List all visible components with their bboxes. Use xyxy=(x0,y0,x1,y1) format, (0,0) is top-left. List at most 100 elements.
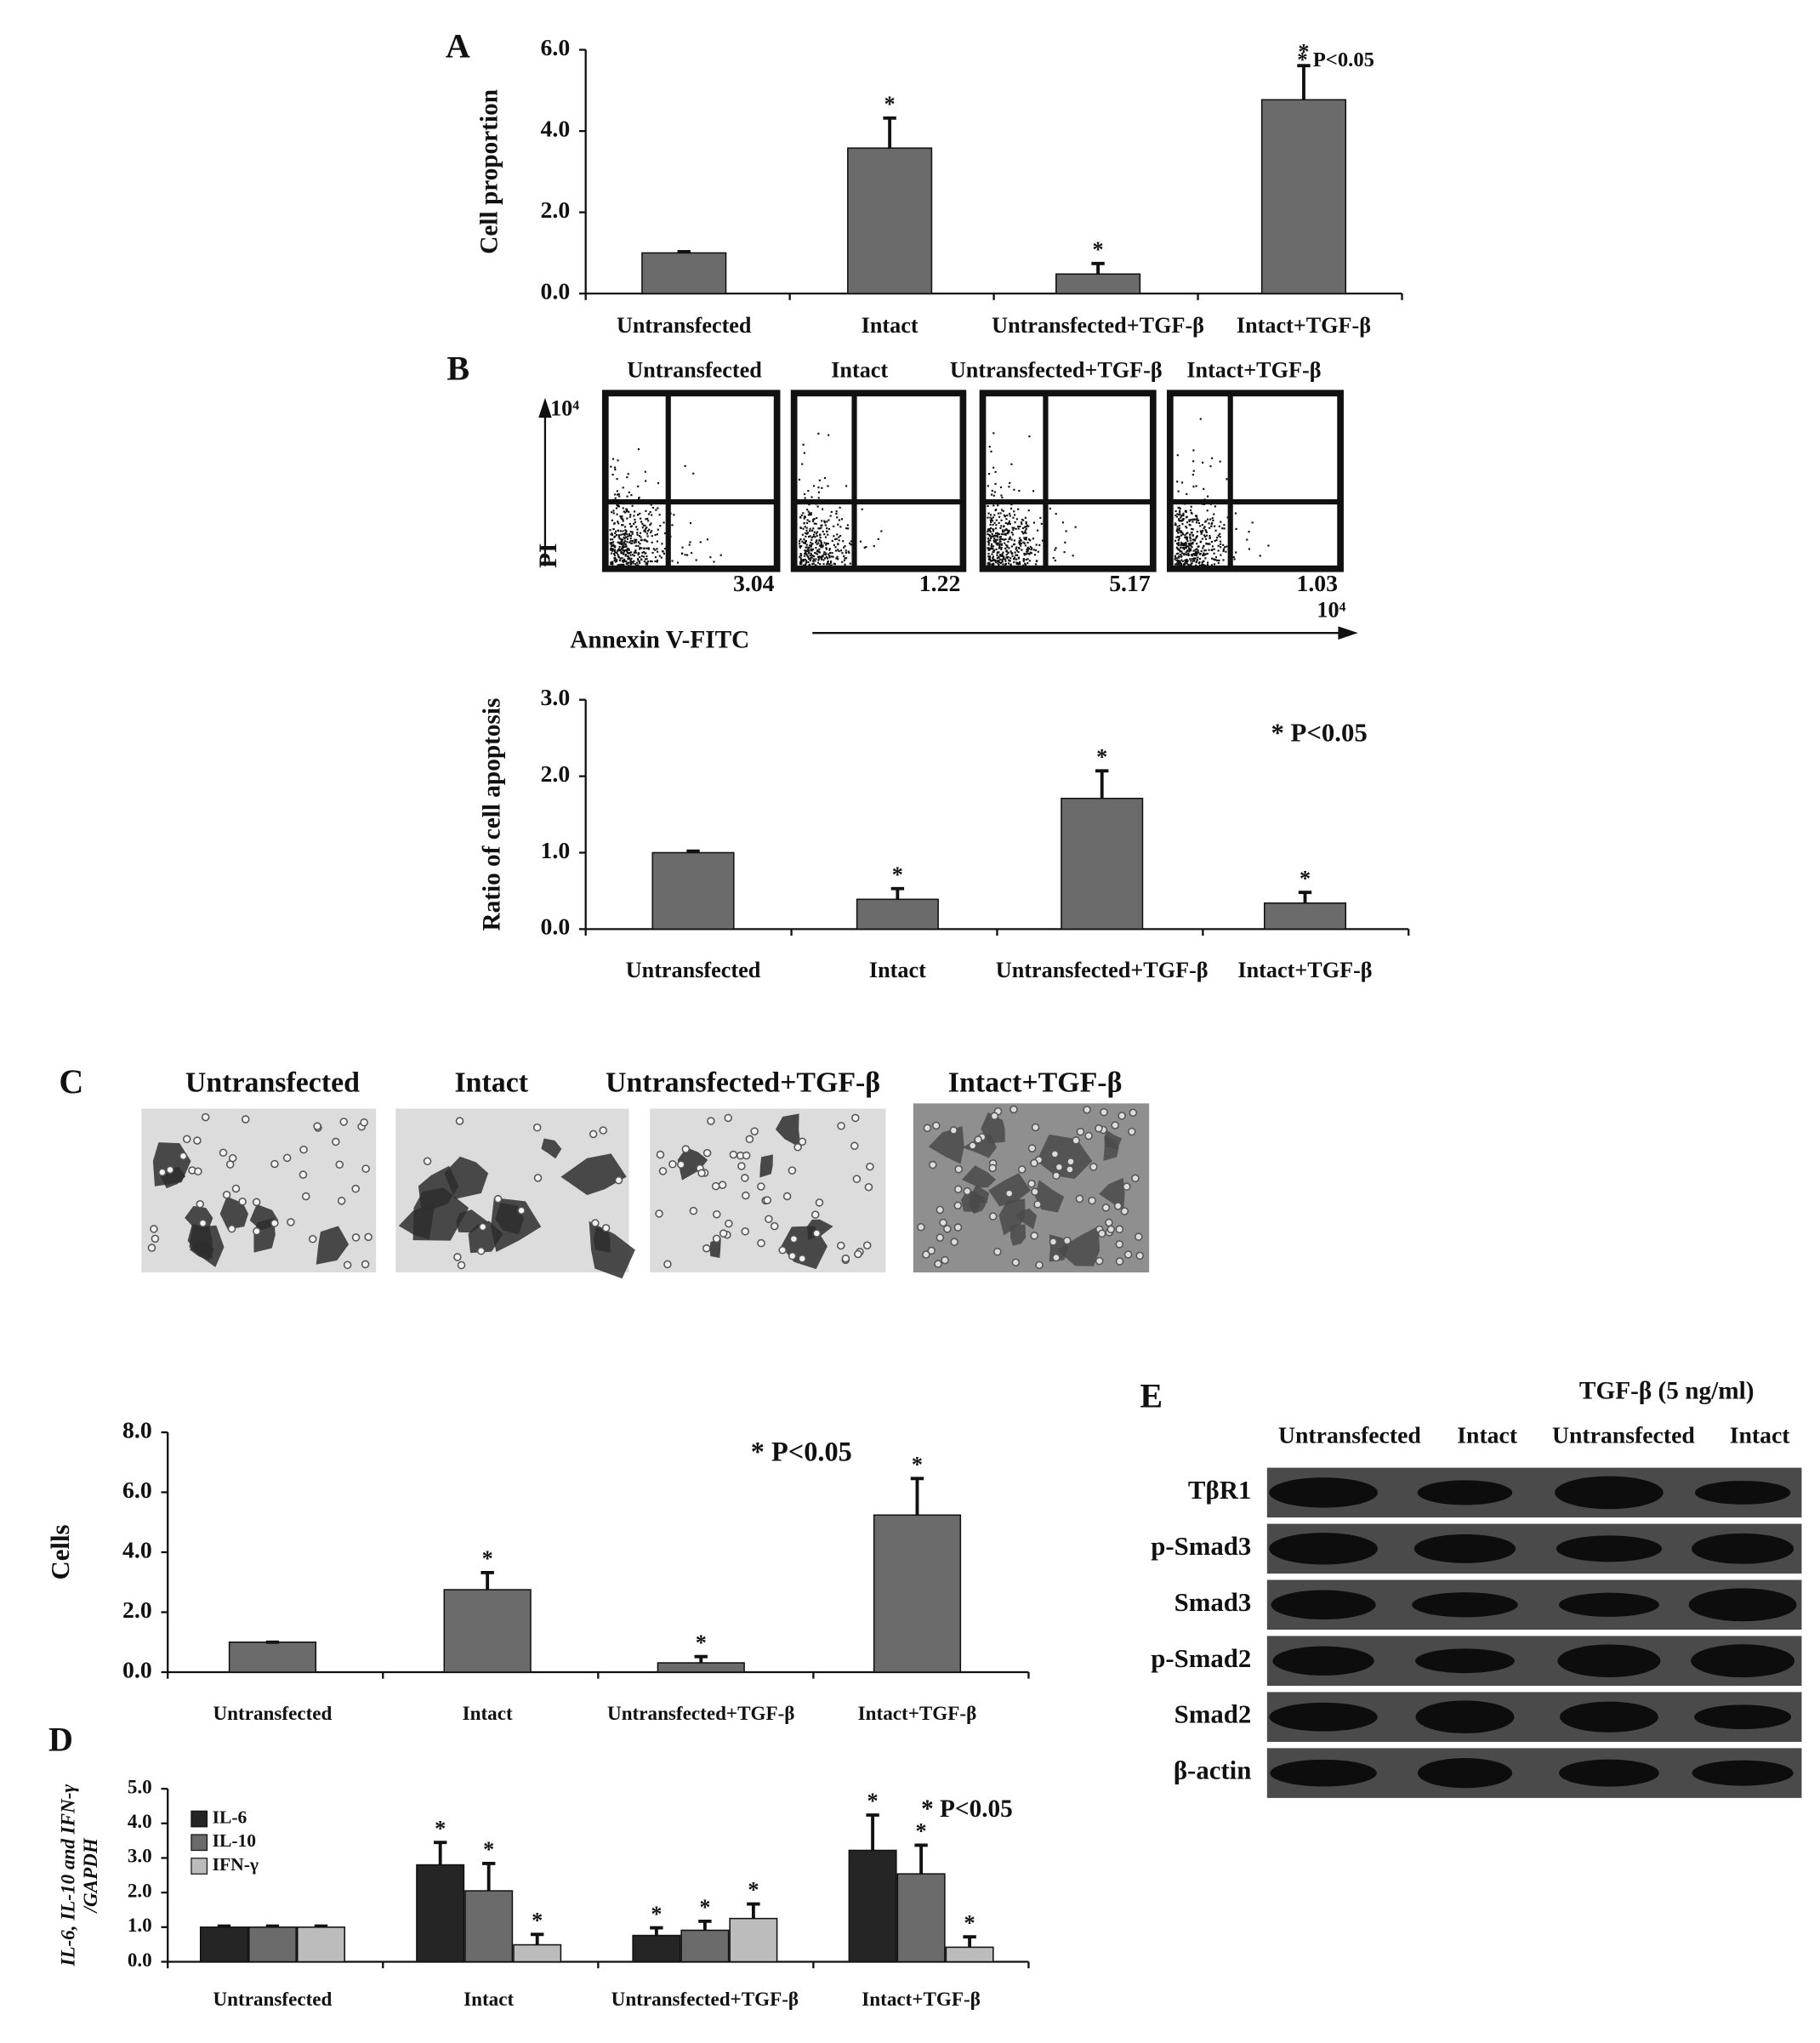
blot-strip xyxy=(1266,1523,1802,1574)
y-tick-label: 6.0 xyxy=(122,1477,152,1503)
event-dot xyxy=(1001,496,1004,499)
event-dot xyxy=(850,540,853,543)
event-dot xyxy=(992,539,995,542)
event-dot xyxy=(825,543,828,546)
significance-marker: * xyxy=(892,862,903,887)
event-dot xyxy=(997,533,999,536)
event-dot xyxy=(830,564,833,566)
flow-frame xyxy=(601,390,781,572)
y-tick-label: 3.0 xyxy=(128,1845,152,1867)
membrane-pore xyxy=(793,1142,802,1152)
event-dot xyxy=(817,432,820,435)
event-dot xyxy=(993,514,996,516)
event-dot xyxy=(610,545,613,548)
axis-label: Annexin V-FITC xyxy=(570,627,749,654)
event-dot xyxy=(989,531,992,533)
event-dot xyxy=(614,532,617,535)
event-dot xyxy=(802,558,805,561)
membrane-pore xyxy=(663,1260,672,1269)
x-tick-label: Intact+TGF-β xyxy=(1237,958,1372,982)
event-dot xyxy=(1040,522,1043,525)
event-dot xyxy=(634,510,636,513)
event-dot xyxy=(1204,549,1207,552)
event-dot xyxy=(1209,518,1212,521)
event-dot xyxy=(614,561,617,563)
micrograph xyxy=(395,1108,635,1279)
event-dot xyxy=(647,520,650,522)
significance-marker: * xyxy=(483,1837,494,1862)
event-dot xyxy=(1190,564,1192,566)
event-dot xyxy=(644,558,646,561)
membrane-pore xyxy=(850,1113,860,1123)
event-dot xyxy=(1008,559,1010,561)
membrane-pore xyxy=(231,1184,241,1193)
event-dot xyxy=(624,555,627,557)
cell-blob xyxy=(491,1198,542,1252)
event-dot xyxy=(658,514,661,516)
event-dot xyxy=(837,543,839,546)
x-tick-label: Untransfected+TGF-β xyxy=(992,313,1204,338)
event-dot xyxy=(618,543,621,545)
event-dot xyxy=(824,554,828,556)
event-dot xyxy=(802,527,805,530)
event-dot xyxy=(634,518,636,521)
event-dot xyxy=(1010,563,1012,566)
membrane-pore xyxy=(1128,1127,1136,1136)
event-dot xyxy=(998,538,1001,541)
event-dot xyxy=(657,481,660,485)
event-dot xyxy=(1226,478,1228,481)
event-dot xyxy=(616,490,618,492)
event-dot xyxy=(999,536,1003,538)
event-dot xyxy=(626,550,628,553)
membrane-pore xyxy=(1030,1158,1038,1168)
event-dot xyxy=(657,507,659,509)
event-dot xyxy=(1196,553,1198,555)
x-tick-label: Intact+TGF-β xyxy=(862,1988,981,2010)
event-dot xyxy=(987,473,991,475)
event-dot xyxy=(799,555,801,558)
event-dot xyxy=(998,521,1000,524)
event-dot xyxy=(613,536,616,538)
membrane-pore xyxy=(179,1152,188,1161)
membrane-pore xyxy=(798,1137,807,1147)
bar xyxy=(296,1926,345,1963)
panel-label: D xyxy=(48,1720,73,1758)
event-dot xyxy=(1177,561,1180,563)
event-dot xyxy=(617,556,620,559)
y-tick-label: 4.0 xyxy=(122,1536,152,1562)
event-dot xyxy=(1222,548,1226,550)
event-dot xyxy=(1220,521,1222,523)
event-dot xyxy=(635,538,638,541)
event-dot xyxy=(818,538,821,541)
event-dot xyxy=(800,514,803,516)
event-dot xyxy=(631,561,634,563)
event-dot xyxy=(1178,513,1180,516)
cell-blob xyxy=(677,1147,708,1181)
event-dot xyxy=(1002,558,1005,561)
event-dot xyxy=(865,545,867,549)
event-dot xyxy=(816,553,819,555)
event-dot xyxy=(1186,532,1188,535)
error-bar xyxy=(694,1654,708,1664)
event-dot xyxy=(623,510,625,513)
event-dot xyxy=(836,533,839,536)
event-dot xyxy=(1000,519,1003,521)
event-dot xyxy=(1214,556,1217,559)
event-dot xyxy=(987,485,989,487)
event-dot xyxy=(1195,515,1198,518)
event-dot xyxy=(1011,526,1014,529)
event-dot xyxy=(624,553,627,556)
membrane-pore xyxy=(866,1162,874,1171)
event-dot xyxy=(989,537,992,540)
event-dot xyxy=(1004,529,1006,532)
event-dot xyxy=(626,555,629,558)
event-dot xyxy=(1010,545,1013,548)
event-dot xyxy=(646,562,649,565)
y-tick-label: 2.0 xyxy=(541,760,571,787)
event-dot xyxy=(1029,545,1032,549)
protein-band xyxy=(1417,1480,1513,1505)
event-dot xyxy=(611,562,614,565)
event-dot xyxy=(815,552,817,555)
event-dot xyxy=(998,515,1001,518)
event-dot xyxy=(998,564,1000,566)
